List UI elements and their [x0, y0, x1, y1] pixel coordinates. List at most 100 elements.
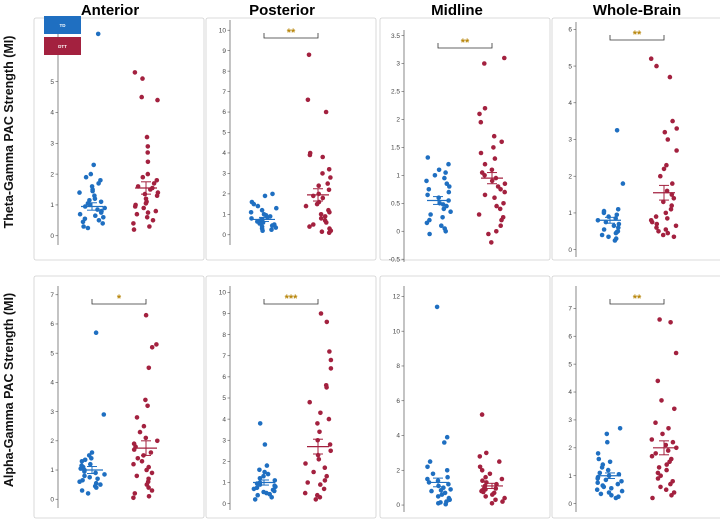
point-dtt — [649, 219, 655, 225]
point-dtt — [322, 478, 328, 483]
y-tick-label: 2 — [396, 117, 400, 124]
point-td — [252, 497, 258, 502]
point-dtt — [480, 478, 485, 484]
point-dtt — [307, 224, 312, 229]
point-td — [249, 216, 254, 221]
point-dtt — [325, 181, 331, 186]
point-dtt — [478, 119, 484, 125]
point-dtt — [490, 492, 495, 497]
point-dtt — [155, 438, 160, 444]
point-td — [611, 223, 617, 229]
y-tick-label: 7 — [222, 89, 226, 96]
point-dtt — [664, 467, 669, 473]
point-td — [257, 476, 263, 481]
point-td — [269, 495, 275, 500]
point-td — [257, 421, 263, 426]
y-tick-label: 3.5 — [391, 33, 400, 40]
point-dtt — [314, 201, 320, 207]
point-dtt — [502, 495, 507, 501]
panel-border — [379, 17, 551, 261]
point-td — [595, 476, 600, 481]
point-dtt — [326, 167, 332, 172]
point-dtt — [664, 462, 669, 467]
panel-5: 0 1 2 3 4 5 6 7 8 9 10 *** — [205, 275, 377, 519]
point-td — [436, 167, 442, 173]
point-td — [94, 485, 99, 490]
y-tick-label: 0.5 — [391, 201, 400, 208]
point-dtt — [134, 211, 140, 217]
point-dtt — [649, 453, 655, 459]
point-td — [260, 228, 265, 233]
y-tick-label: 5 — [568, 63, 572, 70]
point-dtt — [154, 178, 160, 183]
point-dtt — [502, 55, 507, 61]
point-td — [79, 459, 85, 464]
y-tick-label: 4 — [50, 380, 54, 387]
point-dtt — [318, 216, 324, 221]
point-dtt — [311, 469, 316, 475]
point-dtt — [653, 451, 658, 456]
point-dtt — [491, 145, 496, 150]
point-dtt — [500, 499, 505, 504]
point-td — [90, 188, 95, 194]
point-td — [262, 442, 268, 447]
point-dtt — [154, 342, 159, 347]
y-tick-label: 8 — [222, 332, 226, 339]
point-td — [601, 210, 607, 216]
y-tick-label: 0 — [222, 501, 226, 508]
y-tick-label: 0 — [396, 228, 400, 235]
point-td — [609, 486, 614, 491]
point-td — [424, 178, 429, 184]
point-td — [612, 238, 618, 243]
point-td — [251, 201, 257, 207]
point-td — [98, 482, 103, 487]
point-td — [102, 472, 107, 477]
point-dtt — [141, 205, 146, 211]
y-tick-label: 4 — [222, 150, 226, 157]
y-tick-label: 10 — [219, 290, 227, 297]
y-tick-label: 0 — [50, 496, 54, 503]
y-tick-label: 0 — [568, 247, 572, 254]
point-dtt — [658, 484, 663, 490]
point-dtt — [649, 437, 655, 442]
point-dtt — [315, 421, 320, 426]
point-dtt — [324, 319, 330, 325]
point-dtt — [494, 229, 499, 234]
point-dtt — [145, 171, 151, 177]
panel-4: 0 1 2 3 4 5 6 7 * — [33, 275, 205, 519]
panel-border — [33, 17, 205, 261]
point-dtt — [313, 497, 319, 502]
point-td — [98, 199, 104, 205]
point-dtt — [498, 223, 504, 228]
point-td — [92, 196, 98, 202]
point-dtt — [146, 494, 152, 499]
point-dtt — [674, 148, 679, 153]
point-td — [257, 221, 262, 226]
point-td — [93, 330, 99, 336]
point-dtt — [670, 181, 675, 186]
point-dtt — [655, 476, 661, 481]
point-td — [617, 426, 623, 431]
point-dtt — [493, 497, 498, 503]
point-td — [262, 469, 267, 475]
y-tick-label: 0 — [222, 232, 226, 239]
point-dtt — [663, 442, 669, 448]
y-tick-label: 1 — [222, 480, 226, 487]
point-td — [255, 203, 261, 209]
y-tick-label: 1 — [568, 473, 572, 480]
point-dtt — [499, 217, 504, 223]
y-tick-label: 2 — [50, 438, 54, 445]
y-tick-label: 7 — [568, 306, 572, 313]
point-dtt — [656, 229, 661, 234]
y-tick-label: 2 — [222, 459, 226, 466]
point-td — [89, 450, 95, 455]
point-dtt — [149, 345, 155, 350]
point-dtt — [483, 474, 488, 480]
point-dtt — [317, 429, 322, 435]
point-dtt — [655, 470, 661, 476]
point-dtt — [657, 317, 662, 322]
y-tick-label: 0 — [396, 502, 400, 509]
point-dtt — [318, 212, 324, 217]
point-dtt — [316, 183, 322, 188]
point-dtt — [667, 74, 673, 80]
